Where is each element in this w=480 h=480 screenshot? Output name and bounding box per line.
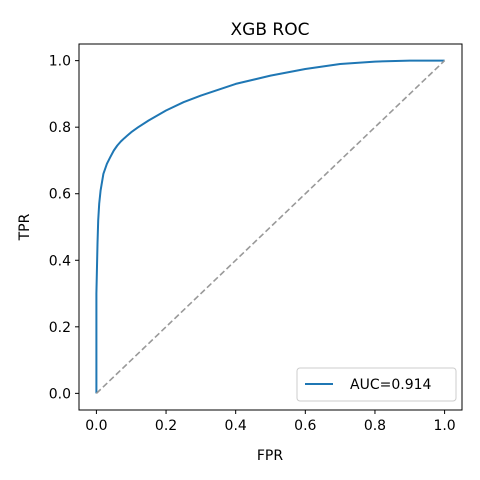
x-tick-label: 0.6 <box>294 418 316 434</box>
x-axis-label: FPR <box>257 448 283 464</box>
y-tick-label: 0.0 <box>49 386 71 402</box>
x-tick-label: 1.0 <box>433 418 455 434</box>
y-tick-label: 0.8 <box>49 120 71 136</box>
y-tick-label: 0.6 <box>49 187 71 203</box>
y-tick-label: 0.2 <box>49 320 71 336</box>
x-tick-label: 0.4 <box>225 418 247 434</box>
legend-box <box>296 367 457 402</box>
chance-diagonal-line <box>95 60 446 394</box>
y-tick-label: 0.4 <box>49 253 71 269</box>
x-tick-label: 0.8 <box>364 418 386 434</box>
plot-frame <box>78 43 463 411</box>
y-axis-label: TPR <box>17 213 33 241</box>
legend: AUC=0.914 <box>296 367 457 402</box>
legend-label: AUC=0.914 <box>350 377 432 393</box>
roc-curve-line <box>95 59 445 394</box>
x-tick-label: 0.0 <box>85 418 107 434</box>
chart-title: XGB ROC <box>231 20 310 40</box>
y-tick-label: 1.0 <box>49 54 71 70</box>
data-layer <box>95 59 446 394</box>
axis-ticks: 0.0 0.2 0.4 0.6 0.8 1.0 0.0 0.2 0.4 0.6 0.8 1.0 <box>49 54 456 434</box>
x-tick-label: 0.2 <box>155 418 177 434</box>
